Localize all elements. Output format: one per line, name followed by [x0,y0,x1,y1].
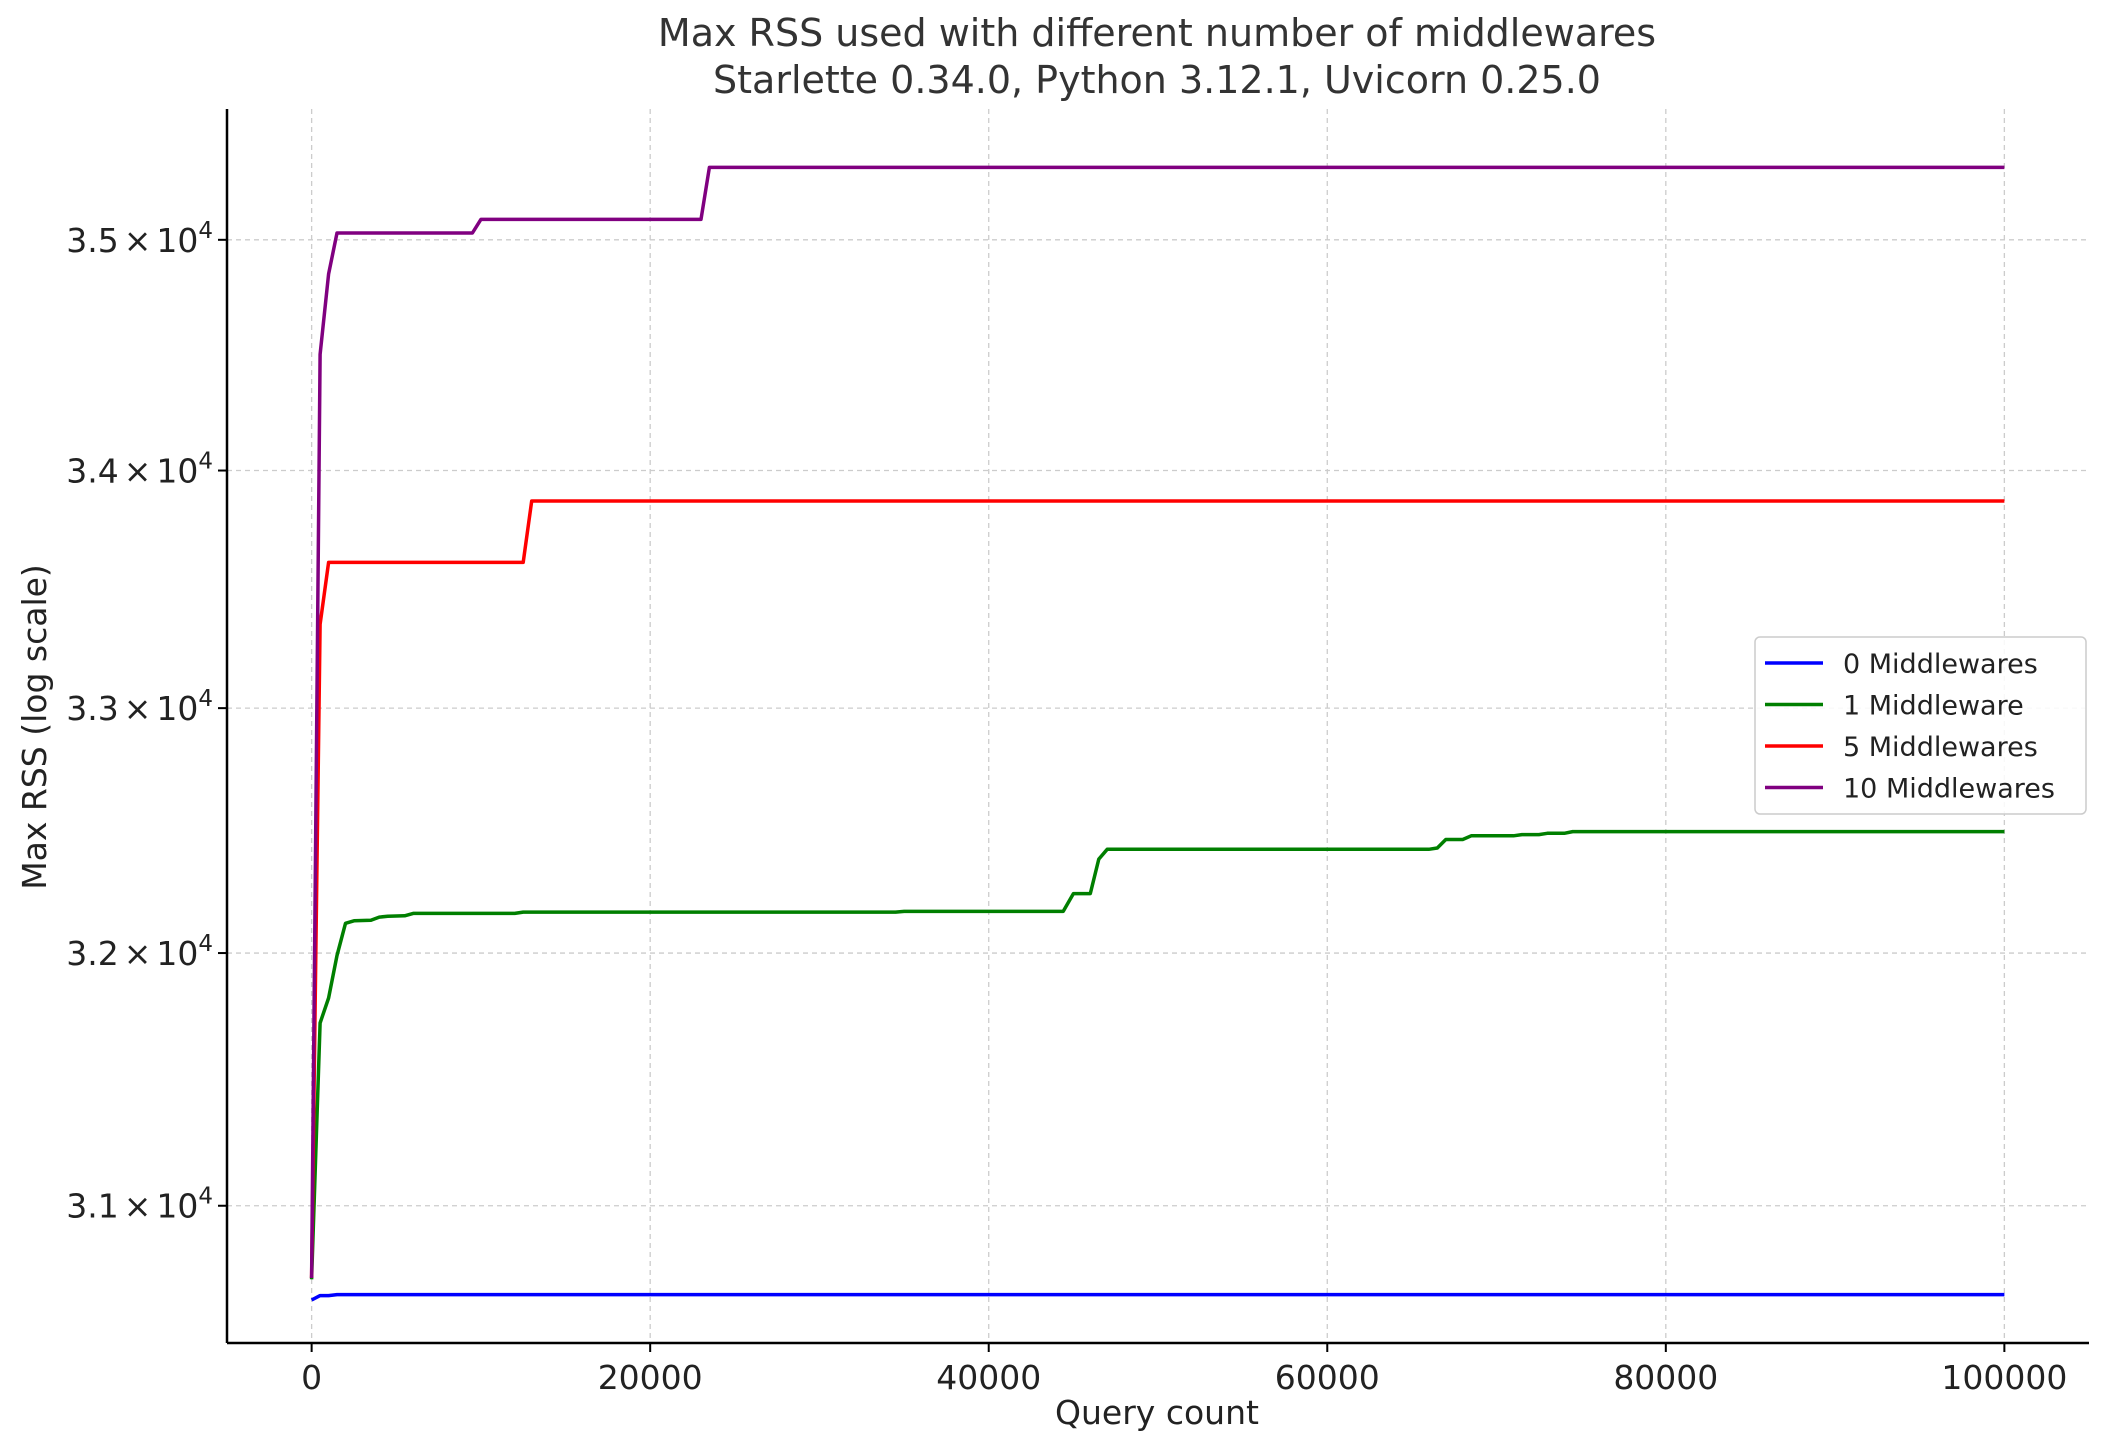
y-tick-label: 3.3 × 104 [66,686,213,728]
x-tick-label: 60000 [1275,1358,1380,1397]
y-tick-exponent: 4 [198,449,213,475]
series-line-0 [310,1292,2005,1302]
y-tick-mantissa: 3.1 [66,1187,118,1226]
y-tick-exponent: 4 [198,218,213,244]
x-tick-label: 80000 [1613,1358,1718,1397]
chart-subtitle: Starlette 0.34.0, Python 3.12.1, Uvicorn… [713,58,1601,102]
y-tick-base: 10 [156,452,198,491]
series-lines [309,165,2005,1302]
y-tick-base: 10 [156,934,198,973]
x-tick-label: 100000 [1941,1358,2067,1397]
x-axis-label: Query count [1055,1393,1259,1432]
y-tick-label: 3.2 × 104 [66,931,213,973]
x-tick-label: 20000 [598,1358,703,1397]
x-tick-label: 40000 [936,1358,1041,1397]
y-tick-exponent: 4 [198,1184,213,1210]
y-tick-label: 3.1 × 104 [66,1184,213,1226]
y-tick-mantissa: 3.5 [66,221,118,260]
legend-label: 0 Middlewares [1843,649,2038,680]
y-tick-mantissa: 3.3 [66,689,118,728]
y-tick-base: 10 [156,689,198,728]
series-line-3 [309,165,2005,1279]
legend-box [1754,636,2087,815]
x-tick-label: 0 [301,1358,322,1397]
y-tick-times: × [124,221,152,260]
grid [227,109,2089,1343]
legend: 0 Middlewares 1 Middleware 5 Middlewares 10… [1754,636,2087,815]
x-ticks: 0 20000 40000 60000 80000 100000 [301,1343,2067,1397]
y-axis-label: Max RSS (log scale) [15,564,54,890]
y-tick-exponent: 4 [198,931,213,957]
series-line-1 [309,829,2005,1280]
y-tick-label: 3.4 × 104 [66,449,213,491]
y-tick-mantissa: 3.4 [66,452,118,491]
y-tick-base: 10 [156,221,198,260]
y-tick-base: 10 [156,1187,198,1226]
legend-label: 5 Middlewares [1843,732,2038,763]
y-tick-label: 3.5 × 104 [66,218,213,260]
y-tick-mantissa: 3.2 [66,934,118,973]
legend-label: 1 Middleware [1843,691,2024,722]
series-line-2 [309,499,2005,1279]
y-tick-times: × [124,1187,152,1226]
y-tick-times: × [124,689,152,728]
legend-label: 10 Middlewares [1843,774,2055,805]
y-tick-times: × [124,934,152,973]
chart-title: Max RSS used with different number of mi… [658,11,1656,55]
y-tick-exponent: 4 [198,686,213,712]
y-tick-times: × [124,452,152,491]
